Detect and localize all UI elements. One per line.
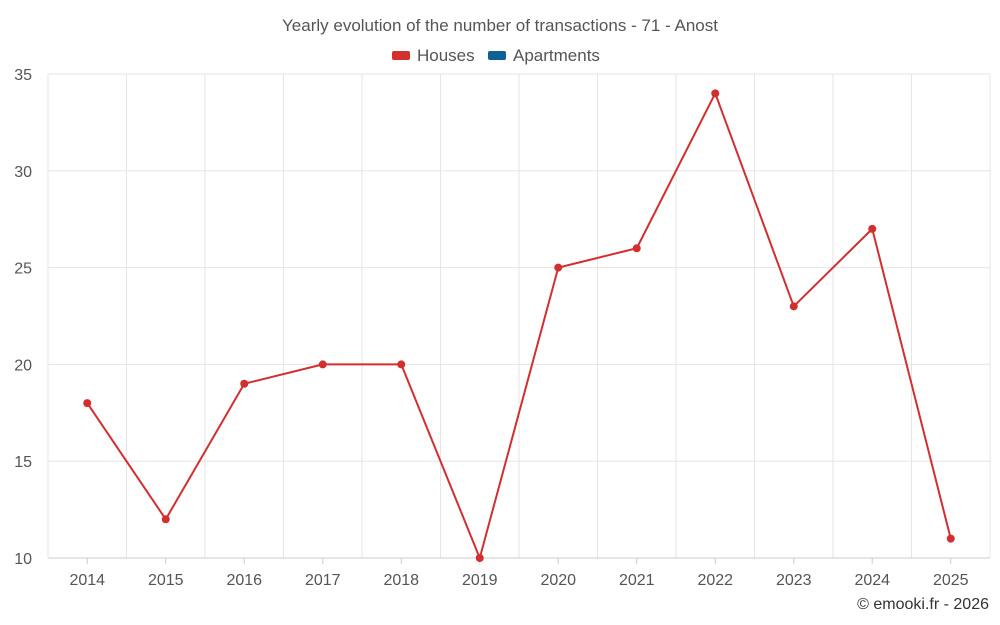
data-point-2022[interactable]: [711, 89, 720, 98]
legend-label: Houses: [417, 46, 475, 65]
y-tick-label: 25: [14, 261, 32, 278]
grid-lines: [47, 73, 991, 558]
y-tick-label: 10: [14, 551, 32, 568]
data-point-2016[interactable]: [240, 379, 249, 388]
data-point-2023[interactable]: [789, 302, 798, 311]
data-point-2021[interactable]: [632, 244, 641, 253]
legend-label: Apartments: [513, 46, 600, 65]
y-tick-label: 30: [14, 164, 32, 181]
data-point-2025[interactable]: [946, 534, 955, 543]
y-tick-label: 20: [14, 357, 32, 374]
series-line-houses: [86, 92, 952, 559]
x-tick-label: 2016: [226, 572, 262, 589]
x-tick-label: 2015: [148, 572, 184, 589]
x-tick-label: 2024: [854, 572, 890, 589]
legend-swatch: [488, 51, 506, 60]
x-tick-label: 2020: [540, 572, 576, 589]
x-tick-label: 2018: [383, 572, 419, 589]
y-tick-label: 15: [14, 454, 32, 471]
data-point-2017[interactable]: [318, 360, 327, 369]
legend: Houses Apartments: [392, 46, 600, 65]
footer-credit: © emooki.fr - 2026: [857, 596, 989, 613]
chart-title: Yearly evolution of the number of transa…: [282, 16, 718, 35]
x-tick-label: 2023: [776, 572, 812, 589]
x-tick-label: 2017: [305, 572, 341, 589]
data-point-2024[interactable]: [868, 224, 877, 233]
legend-swatch: [392, 51, 410, 60]
x-tick-label: 2019: [462, 572, 498, 589]
x-tick-label: 2014: [69, 572, 105, 589]
data-point-2019[interactable]: [475, 554, 484, 562]
data-point-2015[interactable]: [161, 515, 170, 524]
legend-item-houses[interactable]: Houses: [392, 46, 475, 65]
x-tick-label: 2022: [697, 572, 733, 589]
y-tick-label: 35: [14, 67, 32, 84]
data-point-2018[interactable]: [397, 360, 406, 369]
series: [83, 89, 955, 562]
data-point-2020[interactable]: [554, 263, 563, 272]
data-point-2014[interactable]: [83, 399, 92, 408]
legend-item-apartments[interactable]: Apartments: [488, 46, 600, 65]
x-tick-label: 2025: [933, 572, 969, 589]
x-tick-label: 2021: [619, 572, 655, 589]
